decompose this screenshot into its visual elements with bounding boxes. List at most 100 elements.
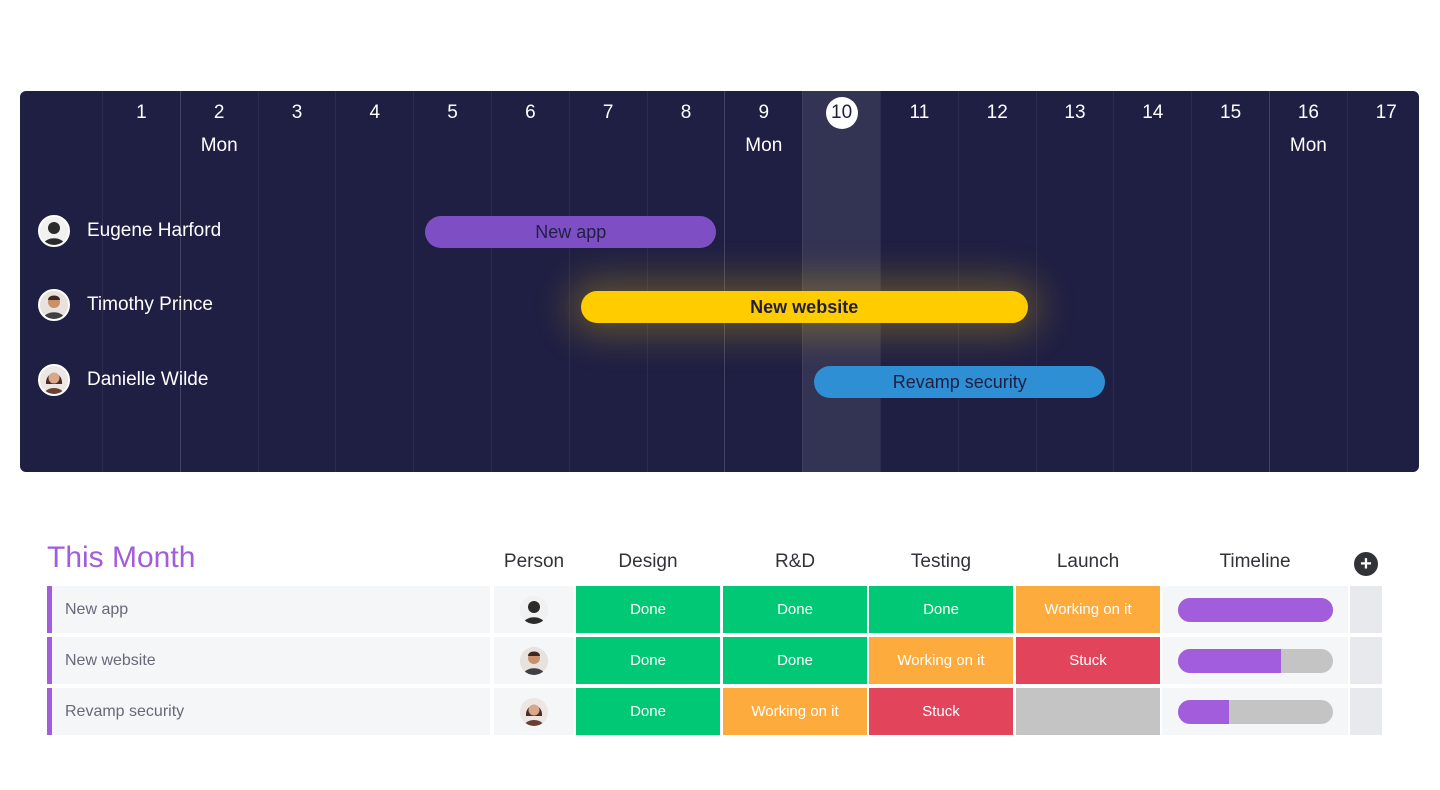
timeline-progress-bar [1177, 648, 1333, 673]
column-header-person[interactable]: Person [503, 551, 565, 572]
plus-circle-icon[interactable]: + [1354, 552, 1378, 576]
day-column-11: 11 [880, 91, 958, 472]
day-number: 13 [1064, 102, 1086, 123]
day-number: 5 [447, 102, 458, 123]
weekday-label: Mon [745, 135, 783, 156]
timeline-panel: 1 2 Mon 3 4 5 6 7 8 9 Mon 10 11 12 13 14 15 16 Mon 17 Eugen… [20, 91, 1419, 472]
status-cell-testing[interactable]: Stuck [869, 688, 1013, 735]
day-column-9: 9 Mon [724, 91, 802, 472]
timeline-cell[interactable] [1162, 637, 1348, 684]
day-number: 3 [291, 102, 303, 123]
task-bar-label: Revamp security [892, 371, 1027, 392]
weekday-label: Mon [1289, 135, 1327, 156]
day-column-3: 3 [257, 91, 336, 472]
status-cell-design[interactable]: Done [576, 586, 720, 633]
timeline-progress-fill [1177, 699, 1229, 724]
day-number: 17 [1375, 102, 1397, 123]
status-cell-rnd[interactable]: Done [723, 586, 867, 633]
day-column-1: 1 [102, 91, 180, 472]
timeline-cell[interactable] [1162, 586, 1348, 633]
avatar [520, 595, 548, 624]
day-number: 2 [213, 102, 225, 123]
person-name: Timothy Prince [87, 294, 213, 315]
day-number: 9 [758, 102, 770, 123]
board-title[interactable]: This Month [47, 541, 196, 574]
day-column-14: 14 [1113, 91, 1191, 472]
status-cell-design[interactable]: Done [576, 688, 720, 735]
day-number: 14 [1142, 102, 1164, 123]
status-cell-rnd[interactable]: Done [723, 637, 867, 684]
avatar [38, 364, 70, 396]
timeline-cell[interactable] [1162, 688, 1348, 735]
day-number: 4 [369, 102, 381, 123]
status-cell-rnd[interactable]: Working on it [723, 688, 867, 735]
row-end-cell [1350, 637, 1382, 684]
person-row-timothy[interactable]: Timothy Prince [38, 288, 213, 322]
person-name: Danielle Wilde [87, 369, 209, 390]
day-column-5: 5 [413, 91, 491, 472]
column-header-design[interactable]: Design [618, 551, 678, 572]
day-number: 8 [680, 102, 692, 123]
task-bar-new-app[interactable]: New app [425, 216, 717, 248]
column-header-testing[interactable]: Testing [910, 551, 972, 572]
person-avatar-icon [520, 697, 548, 726]
task-bar-revamp-security[interactable]: Revamp security [814, 366, 1106, 398]
person-cell[interactable] [494, 586, 574, 633]
person-avatar-icon [520, 595, 548, 624]
row-name-revamp-security[interactable]: Revamp security [47, 688, 490, 735]
column-header-timeline[interactable]: Timeline [1219, 551, 1291, 572]
status-cell-testing[interactable]: Done [869, 586, 1013, 633]
day-number: 15 [1220, 102, 1242, 123]
day-number: 16 [1297, 102, 1319, 123]
row-name-new-app[interactable]: New app [47, 586, 490, 633]
person-avatar-icon [40, 291, 68, 319]
status-cell-launch[interactable]: Stuck [1016, 637, 1160, 684]
person-row-danielle[interactable]: Danielle Wilde [38, 363, 208, 397]
timeline-progress-fill [1177, 648, 1282, 673]
row-end-cell [1350, 688, 1382, 735]
row-name-new-website[interactable]: New website [47, 637, 490, 684]
avatar [38, 289, 70, 321]
status-cell-testing[interactable]: Working on it [869, 637, 1013, 684]
day-column-4: 4 [335, 91, 413, 472]
status-cell-design[interactable]: Done [576, 637, 720, 684]
task-bar-new-website[interactable]: New website [580, 291, 1028, 323]
person-avatar-icon [520, 646, 548, 675]
today-indicator: 10 [825, 97, 858, 129]
person-row-eugene[interactable]: Eugene Harford [38, 214, 221, 248]
day-number: 12 [986, 102, 1008, 123]
day-column-7: 7 [568, 91, 647, 472]
avatar [520, 646, 548, 675]
day-column-15: 15 [1191, 91, 1269, 472]
day-column-8: 8 [646, 91, 725, 472]
timeline-progress-bar [1177, 699, 1333, 724]
day-column-12: 12 [957, 91, 1036, 472]
column-header-launch[interactable]: Launch [1056, 551, 1120, 572]
person-avatar-icon [40, 217, 68, 245]
day-number: 7 [602, 102, 614, 123]
day-column-6: 6 [491, 91, 569, 472]
day-column-13: 13 [1035, 91, 1114, 472]
task-bar-label: New website [750, 296, 859, 317]
day-column-16: 16 Mon [1269, 91, 1347, 472]
day-column-10: 10 [802, 91, 880, 472]
column-header-rnd[interactable]: R&D [774, 551, 816, 572]
status-cell-launch[interactable] [1016, 688, 1160, 735]
status-cell-launch[interactable]: Working on it [1016, 586, 1160, 633]
day-number: 11 [909, 102, 930, 123]
person-avatar-icon [40, 366, 68, 394]
person-cell[interactable] [494, 688, 574, 735]
avatar [38, 215, 70, 247]
timeline-progress-fill [1177, 597, 1333, 622]
day-number: 6 [525, 102, 536, 123]
day-column-2: 2 Mon [179, 91, 258, 472]
row-end-cell [1350, 586, 1382, 633]
person-cell[interactable] [494, 637, 574, 684]
day-column-17: 17 [1346, 91, 1419, 472]
avatar [520, 697, 548, 726]
task-bar-label: New app [535, 221, 607, 242]
person-name: Eugene Harford [87, 220, 222, 241]
timeline-progress-bar [1177, 597, 1333, 622]
weekday-label: Mon [200, 135, 238, 156]
day-number: 1 [136, 102, 147, 123]
